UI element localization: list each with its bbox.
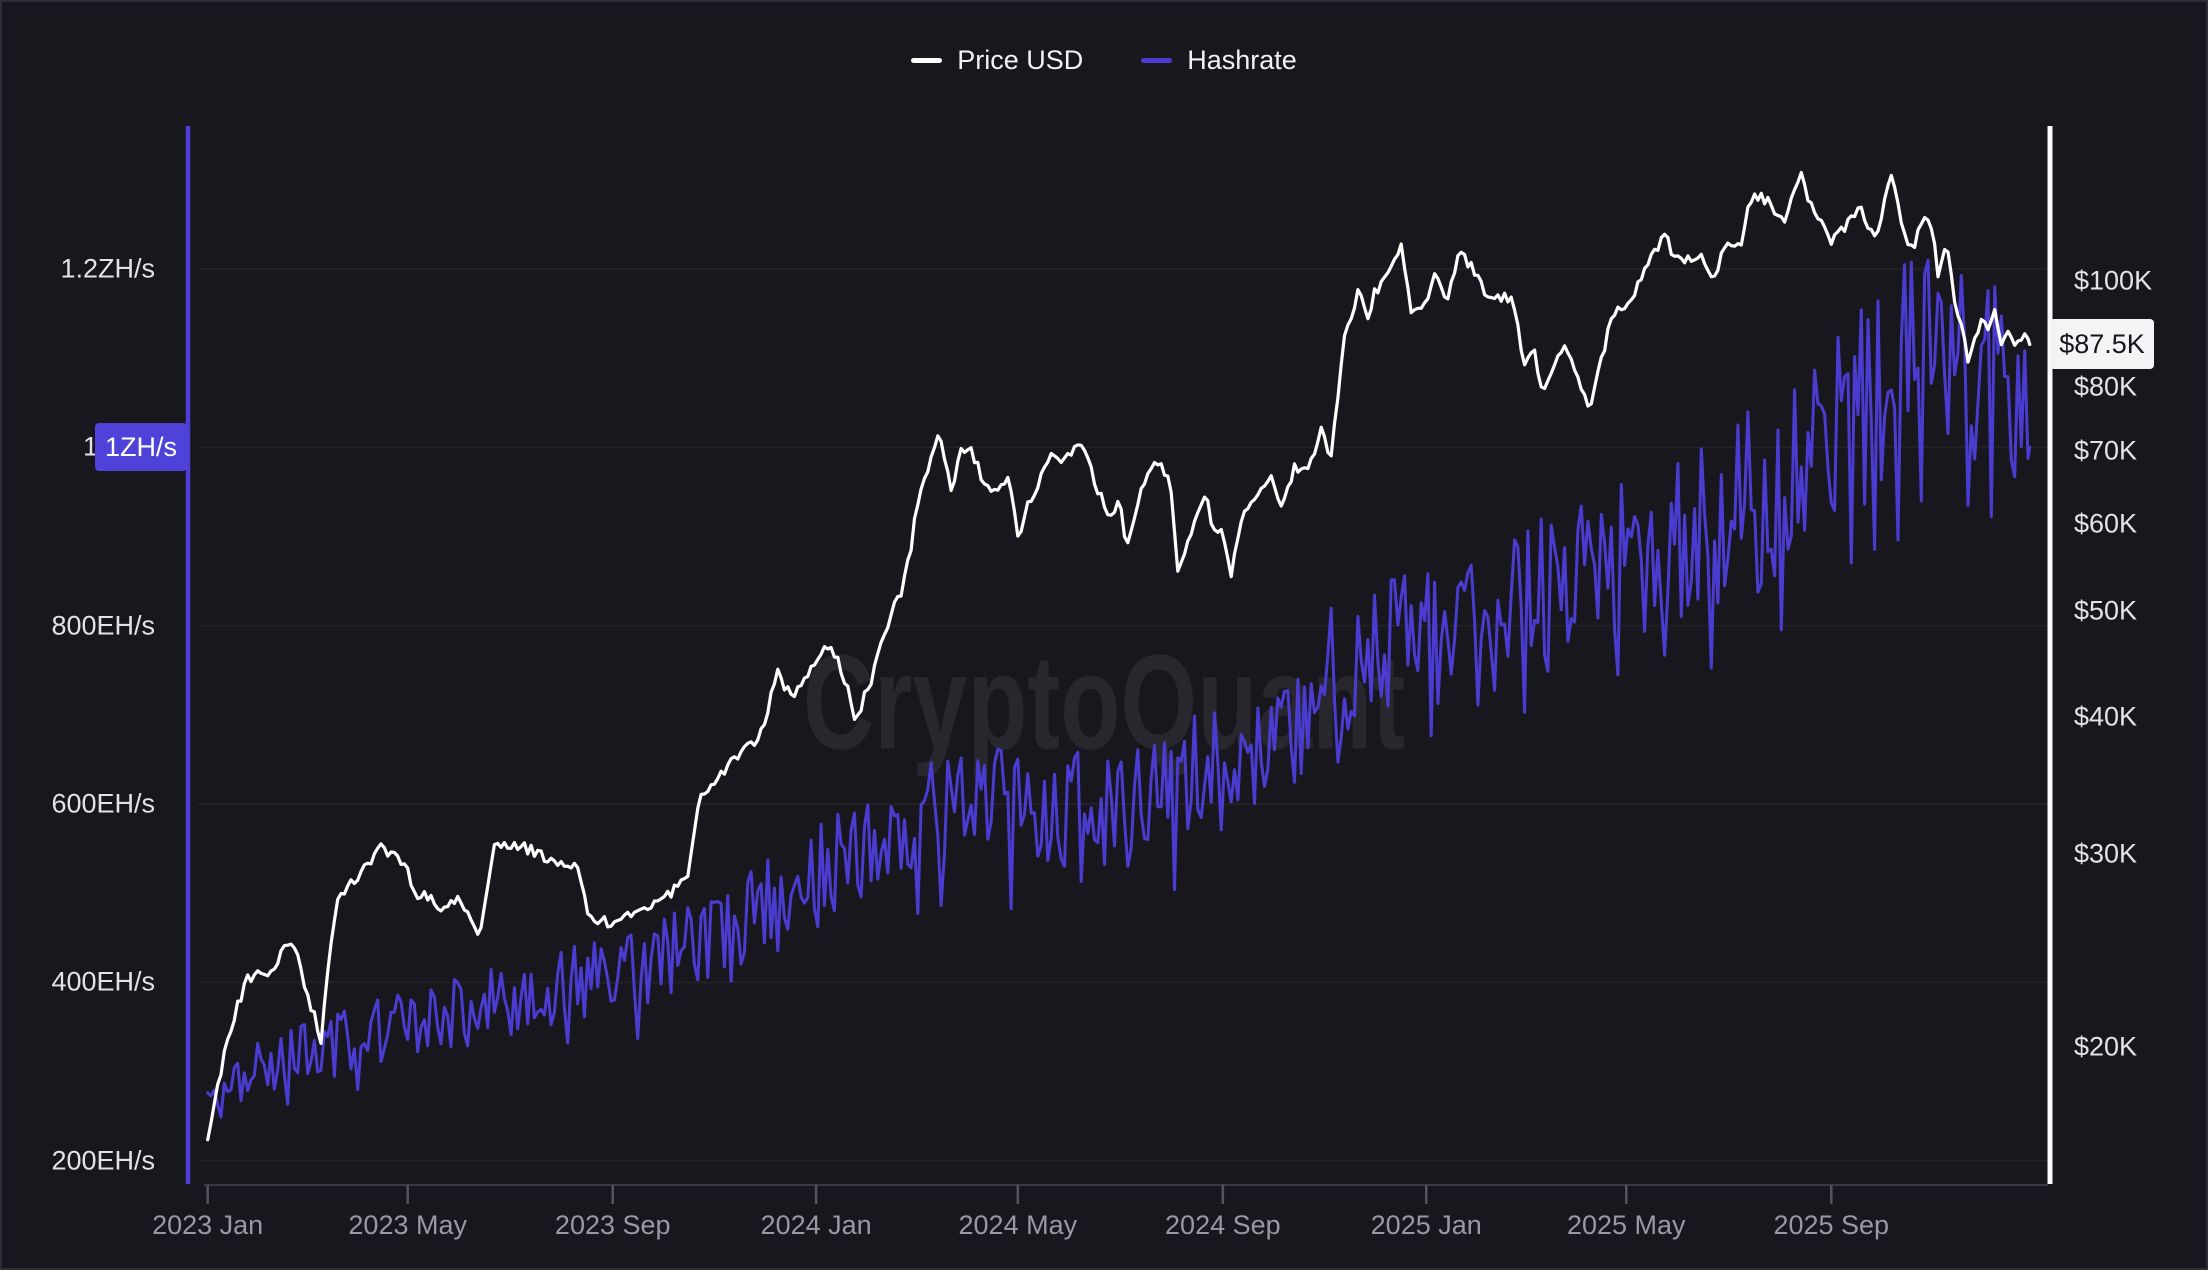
x-axis-label: 2024 Jan [760,1210,872,1240]
price-current-value-badge: $87.5K [2050,319,2154,370]
legend-item-price[interactable]: Price USD [911,45,1083,76]
y-axis-label-right: $30K [2074,838,2138,869]
y-axis-label-left: 1.2ZH/s [60,253,155,284]
x-axis-label: 2025 Sep [1773,1210,1890,1240]
y-axis-label-left: 600EH/s [51,788,155,819]
x-axis-label: 2025 Jan [1370,1210,1482,1240]
y-axis-label-right: $60K [2074,508,2138,539]
y-axis-label-left: 400EH/s [51,966,155,997]
y-axis-label-right: $70K [2074,435,2138,466]
legend: Price USD Hashrate [2,40,2206,80]
price-line [206,170,2032,1142]
y-axis-label-right: $40K [2074,701,2138,732]
x-axis-label: 2023 May [348,1210,467,1240]
legend-label-hashrate: Hashrate [1187,44,1297,75]
y-axis-label-right: $50K [2074,595,2138,626]
hashrate-current-value-badge: 1ZH/s [95,423,187,472]
y-axis-label-left: 800EH/s [51,610,155,641]
hashrate-line [206,258,2032,1119]
x-axis-label: 2025 May [1566,1210,1686,1240]
x-axis-label: 2023 Jan [152,1210,264,1240]
legend-item-hashrate[interactable]: Hashrate [1141,45,1297,76]
y-axis-label-right: $20K [2074,1031,2138,1062]
y-axis-label-right: $100K [2074,265,2153,296]
x-axis-label: 2024 Sep [1165,1210,1281,1240]
x-axis-label: 2024 May [958,1210,1078,1240]
price-line-swatch-icon [911,57,943,63]
y-axis-label-right: $80K [2074,371,2138,402]
x-axis-label: 2023 Sep [554,1210,671,1240]
hashrate-line-swatch-icon [1141,57,1173,63]
legend-label-price: Price USD [957,44,1084,75]
y-axis-label-left: 200EH/s [51,1145,155,1176]
